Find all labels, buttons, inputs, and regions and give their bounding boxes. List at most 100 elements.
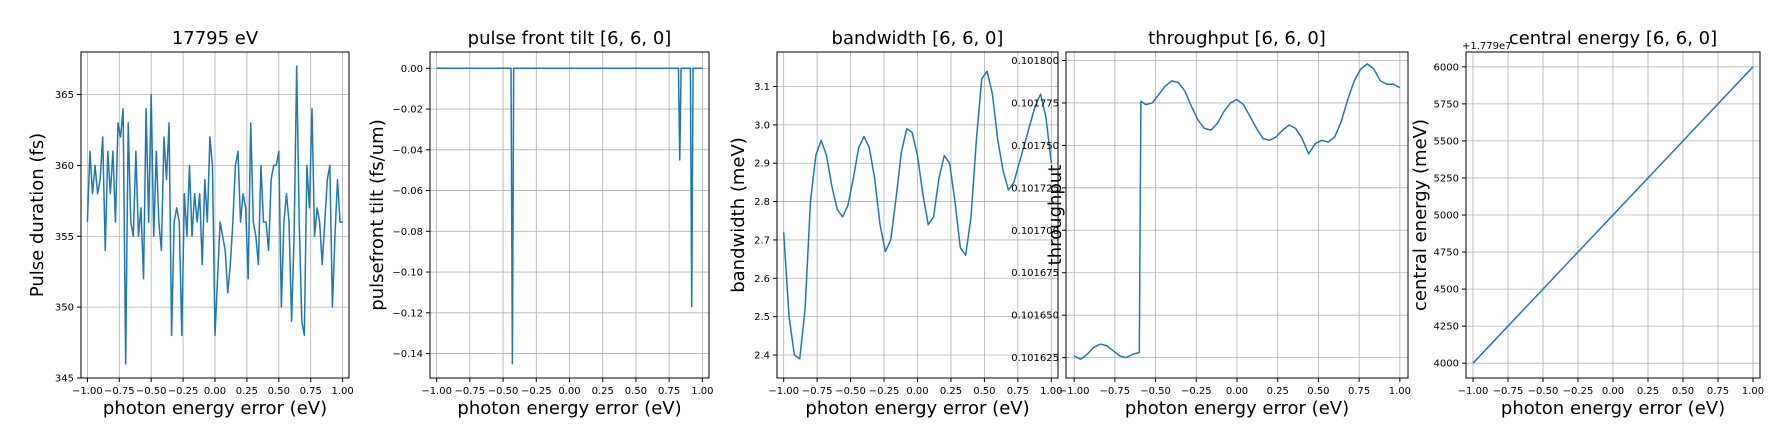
chart-1-x-tick-label-6: 0.50: [268, 386, 290, 397]
chart-2-y-axis-label: pulsefront tilt (fs/um): [367, 119, 388, 310]
chart-3-x-tick-label-0: −1.00: [768, 386, 799, 397]
chart-3-y-tick-label-0: 2.4: [754, 350, 770, 361]
chart-panel-2: −1.00 −0.75 −0.50 −0.25 0.00 0.25 0.50 0.75 1.00…: [367, 28, 713, 419]
chart-1-y-tick-label-0: 345: [55, 374, 74, 385]
chart-3-x-tick-label-7: 0.75: [1007, 386, 1029, 397]
chart-5-y-tick-label-6: 5500: [1434, 136, 1459, 147]
chart-2-x-tick-label-2: −0.50: [488, 386, 519, 397]
chart-1-y-axis-label: Pulse duration (fs): [27, 133, 48, 297]
chart-3-x-tick-label-8: 1.00: [1040, 386, 1062, 397]
chart-5-y-tick-label-8: 6000: [1434, 62, 1459, 73]
chart-4-x-tick-label-8: 1.00: [1389, 386, 1411, 397]
chart-4-x-tick-label-5: 0.25: [1267, 386, 1289, 397]
chart-5-title: central energy [6, 6, 0]: [1509, 28, 1717, 49]
chart-3-y-tick-label-1: 2.5: [754, 312, 770, 323]
chart-4-y-tick-label-5: 0.101750: [1011, 141, 1059, 152]
chart-2-x-tick-label-4: 0.00: [558, 386, 580, 397]
chart-4-x-tick-label-3: −0.25: [1181, 386, 1212, 397]
chart-4-y-tick-label-4: 0.101725: [1011, 183, 1059, 194]
chart-3-x-tick-label-2: −0.50: [835, 386, 866, 397]
chart-4-x-tick-label-0: −1.00: [1059, 386, 1090, 397]
chart-5-x-tick-label-3: −0.25: [1563, 386, 1594, 397]
chart-2-y-tick-label-2: −0.04: [392, 145, 423, 156]
chart-5-y-tick-label-0: 4000: [1434, 359, 1459, 370]
chart-2-y-tick-label-4: −0.08: [392, 227, 423, 238]
chart-3-y-tick-label-5: 2.9: [754, 159, 770, 170]
chart-5-x-tick-label-7: 0.75: [1707, 386, 1729, 397]
chart-1-y-tick-label-4: 365: [55, 90, 74, 101]
chart-2-title: pulse front tilt [6, 6, 0]: [468, 28, 672, 49]
chart-2-x-tick-label-0: −1.00: [421, 386, 452, 397]
chart-1-y-tick-label-1: 350: [55, 303, 74, 314]
chart-4-x-axis-label: photon energy error (eV): [1125, 398, 1349, 419]
chart-5-y-tick-label-1: 4250: [1434, 322, 1459, 333]
chart-1-x-tick-label-2: −0.50: [136, 386, 167, 397]
chart-1-title: 17795 eV: [172, 28, 259, 49]
chart-3-x-axis-label: photon energy error (eV): [805, 398, 1029, 419]
chart-1-x-axis-label: photon energy error (eV): [103, 398, 327, 419]
chart-5-y-tick-label-5: 5250: [1434, 173, 1459, 184]
chart-2-y-tick-label-5: −0.10: [392, 268, 423, 279]
chart-panel-1: −1.00 −0.75 −0.50 −0.25 0.00 0.25 0.50 0.75 1.00…: [27, 28, 354, 419]
chart-3-x-tick-label-5: 0.25: [940, 386, 962, 397]
chart-3-y-tick-label-2: 2.6: [754, 274, 770, 285]
chart-5-x-tick-label-4: 0.00: [1602, 386, 1624, 397]
chart-5-series-line-0: [1472, 66, 1754, 364]
chart-2-y-tick-label-3: −0.06: [392, 186, 423, 197]
chart-panel-3: −1.00 −0.75 −0.50 −0.25 0.00 0.25 0.50 0.75 1.00…: [728, 28, 1062, 419]
chart-5-x-axis-label: photon energy error (eV): [1501, 398, 1725, 419]
chart-5-offset-label: +1.779e7: [1462, 41, 1512, 52]
chart-4-x-tick-label-1: −0.75: [1100, 386, 1131, 397]
chart-1-x-tick-label-8: 1.00: [331, 386, 353, 397]
chart-panel-5: −1.00 −0.75 −0.50 −0.25 0.00 0.25 0.50 0.75 1.00…: [1410, 28, 1764, 419]
chart-2-y-tick-label-1: −0.02: [392, 105, 423, 116]
chart-3-y-tick-label-3: 2.7: [754, 235, 770, 246]
chart-5-y-tick-label-7: 5750: [1434, 99, 1459, 110]
chart-panel-4: −1.00 −0.75 −0.50 −0.25 0.00 0.25 0.50 0.75 1.00…: [1011, 28, 1411, 419]
chart-1-series-line-0: [86, 65, 343, 365]
chart-5-y-tick-label-4: 5000: [1434, 211, 1459, 222]
chart-1-x-tick-label-4: 0.00: [204, 386, 226, 397]
chart-4-y-tick-label-0: 0.101625: [1011, 353, 1059, 364]
chart-5-x-tick-label-2: −0.50: [1528, 386, 1559, 397]
chart-5-x-tick-label-8: 1.00: [1742, 386, 1764, 397]
chart-4-y-tick-label-7: 0.101800: [1011, 56, 1059, 67]
chart-4-title: throughput [6, 6, 0]: [1148, 28, 1326, 49]
chart-3-y-tick-label-7: 3.1: [754, 82, 770, 93]
chart-4-x-tick-label-7: 0.75: [1348, 386, 1370, 397]
chart-2-y-tick-label-0: 0.00: [401, 64, 423, 75]
chart-2-x-tick-label-6: 0.50: [625, 386, 647, 397]
chart-3-x-tick-label-3: −0.25: [869, 386, 900, 397]
chart-2-x-tick-label-1: −0.75: [455, 386, 486, 397]
chart-4-series-line-0: [1073, 63, 1401, 361]
chart-4-x-tick-label-2: −0.50: [1140, 386, 1171, 397]
chart-2-x-tick-label-8: 1.00: [691, 386, 713, 397]
chart-5-x-tick-label-1: −0.75: [1493, 386, 1524, 397]
chart-4-y-tick-label-1: 0.101650: [1011, 311, 1059, 322]
chart-2-x-tick-label-7: 0.75: [658, 386, 680, 397]
chart-5-y-tick-label-2: 4500: [1434, 285, 1459, 296]
chart-3-x-tick-label-4: 0.00: [906, 386, 928, 397]
chart-2-y-tick-label-7: −0.14: [392, 349, 423, 360]
chart-5-x-tick-label-0: −1.00: [1458, 386, 1489, 397]
chart-3-y-axis-label: bandwidth (meV): [728, 137, 749, 293]
chart-4-x-tick-label-6: 0.50: [1307, 386, 1329, 397]
chart-1-x-tick-label-1: −0.75: [104, 386, 135, 397]
chart-4-x-tick-label-4: 0.00: [1226, 386, 1248, 397]
chart-3-y-tick-label-4: 2.8: [754, 197, 770, 208]
chart-2-y-tick-label-6: −0.12: [392, 308, 423, 319]
chart-3-x-tick-label-6: 0.50: [973, 386, 995, 397]
chart-3-series-line-0: [782, 70, 1053, 360]
chart-1-x-tick-label-5: 0.25: [236, 386, 258, 397]
chart-1-x-tick-label-3: −0.25: [168, 386, 199, 397]
chart-3-title: bandwidth [6, 6, 0]: [832, 28, 1004, 49]
chart-1-y-tick-label-2: 355: [55, 232, 74, 243]
chart-4-y-axis-label: throughput: [1045, 165, 1066, 266]
chart-5-x-tick-label-5: 0.25: [1637, 386, 1659, 397]
chart-5-y-axis-label: central energy (meV): [1410, 119, 1431, 311]
chart-4-y-tick-label-2: 0.101675: [1011, 268, 1059, 279]
chart-2-x-tick-label-3: −0.25: [521, 386, 552, 397]
chart-5-x-tick-label-6: 0.50: [1672, 386, 1694, 397]
chart-4-y-tick-label-6: 0.101775: [1011, 98, 1059, 109]
